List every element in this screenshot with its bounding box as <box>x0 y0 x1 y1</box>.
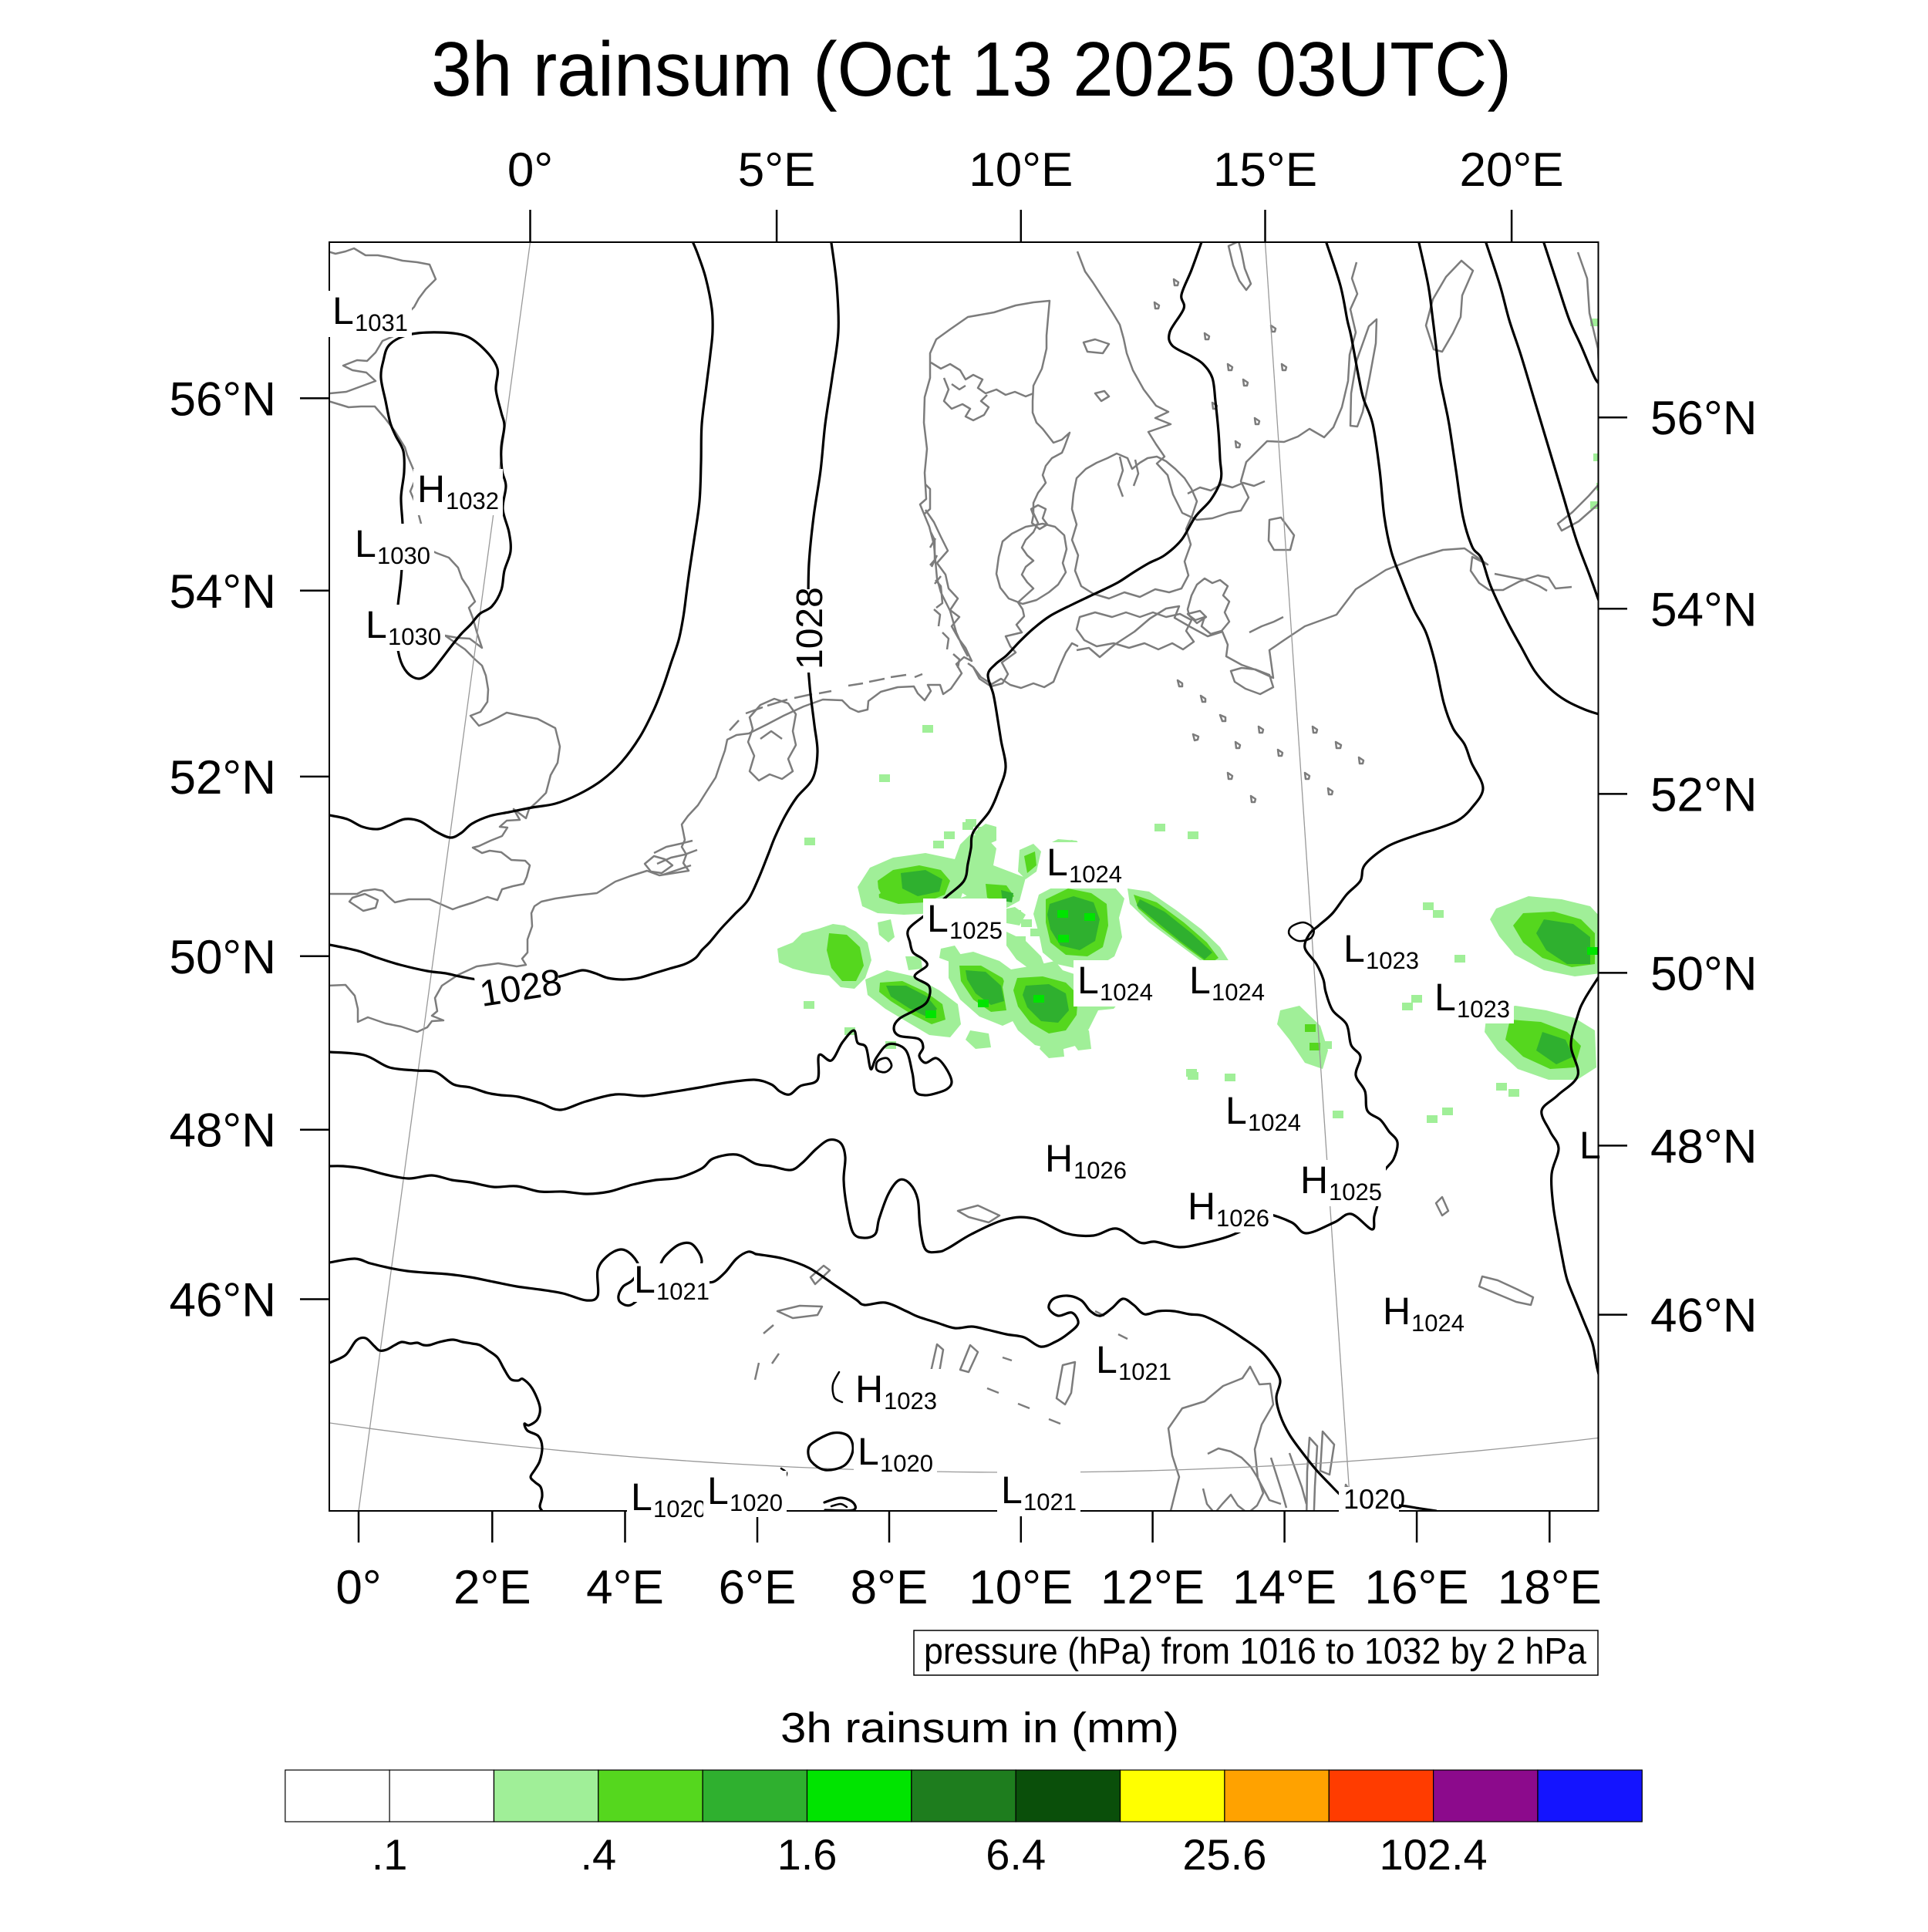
svg-text:8°E: 8°E <box>851 1561 929 1614</box>
svg-text:L: L <box>927 897 949 940</box>
svg-text:L: L <box>1189 959 1211 1002</box>
svg-text:6.4: 6.4 <box>986 1830 1046 1879</box>
svg-text:1025: 1025 <box>1329 1178 1382 1205</box>
svg-text:52°N: 52°N <box>169 751 276 804</box>
svg-text:25.6: 25.6 <box>1182 1830 1266 1879</box>
svg-text:0°: 0° <box>335 1561 381 1614</box>
svg-text:H: H <box>417 467 445 511</box>
svg-text:H: H <box>1045 1137 1073 1180</box>
svg-text:1026: 1026 <box>1216 1205 1269 1232</box>
svg-text:1028: 1028 <box>790 587 831 669</box>
svg-text:4°E: 4°E <box>586 1561 664 1614</box>
svg-text:1030: 1030 <box>388 623 441 650</box>
svg-text:1031: 1031 <box>355 309 408 336</box>
svg-text:46°N: 46°N <box>1650 1290 1758 1343</box>
svg-text:.1: .1 <box>372 1830 408 1879</box>
svg-text:20°E: 20°E <box>1460 143 1564 197</box>
svg-text:1023: 1023 <box>884 1387 937 1414</box>
svg-text:5°E: 5°E <box>738 143 816 197</box>
svg-text:L: L <box>1225 1089 1247 1132</box>
svg-text:1020: 1020 <box>730 1489 783 1516</box>
svg-text:50°N: 50°N <box>169 931 276 984</box>
svg-text:54°N: 54°N <box>1650 583 1758 636</box>
svg-text:10°E: 10°E <box>969 143 1073 197</box>
svg-text:1020: 1020 <box>653 1495 706 1522</box>
svg-text:H: H <box>1188 1185 1215 1228</box>
svg-text:1024: 1024 <box>1411 1310 1465 1337</box>
svg-text:H: H <box>855 1367 883 1411</box>
svg-text:2°E: 2°E <box>453 1561 531 1614</box>
svg-text:16°E: 16°E <box>1365 1561 1469 1614</box>
svg-text:15°E: 15°E <box>1213 143 1317 197</box>
svg-text:L: L <box>1047 841 1068 884</box>
svg-text:pressure (hPa) from 1016 to 10: pressure (hPa) from 1016 to 1032 by 2 hP… <box>924 1631 1586 1672</box>
svg-text:.4: .4 <box>580 1830 616 1879</box>
svg-text:1024: 1024 <box>1100 979 1153 1006</box>
svg-text:L: L <box>707 1469 729 1512</box>
svg-text:L: L <box>631 1475 652 1519</box>
svg-text:102.4: 102.4 <box>1380 1830 1488 1879</box>
svg-text:L: L <box>332 289 354 332</box>
svg-text:56°N: 56°N <box>1650 392 1758 445</box>
svg-text:1030: 1030 <box>377 542 430 569</box>
svg-text:3h rainsum in (mm): 3h rainsum in (mm) <box>780 1704 1179 1752</box>
svg-text:L: L <box>355 522 376 565</box>
svg-text:48°N: 48°N <box>169 1104 276 1158</box>
svg-text:1032: 1032 <box>446 487 499 514</box>
svg-text:1020: 1020 <box>1343 1483 1405 1515</box>
svg-text:L: L <box>1343 927 1365 970</box>
svg-text:46°N: 46°N <box>169 1274 276 1327</box>
svg-text:1023: 1023 <box>1366 947 1419 974</box>
svg-text:1024: 1024 <box>1212 979 1265 1006</box>
svg-text:L: L <box>858 1430 879 1473</box>
svg-text:1023: 1023 <box>1457 996 1510 1023</box>
svg-text:L: L <box>1077 959 1099 1002</box>
svg-text:1021: 1021 <box>1118 1358 1171 1385</box>
svg-text:1026: 1026 <box>1074 1157 1127 1184</box>
svg-text:1025: 1025 <box>949 917 1003 944</box>
svg-text:L: L <box>1001 1468 1023 1512</box>
svg-text:14°E: 14°E <box>1232 1561 1336 1614</box>
svg-text:6°E: 6°E <box>719 1561 797 1614</box>
svg-text:H: H <box>1383 1290 1411 1333</box>
svg-text:L: L <box>1434 976 1456 1019</box>
svg-text:3h rainsum (Oct 13 2025 03UTC): 3h rainsum (Oct 13 2025 03UTC) <box>431 26 1512 113</box>
svg-text:50°N: 50°N <box>1650 947 1758 1000</box>
svg-text:52°N: 52°N <box>1650 768 1758 821</box>
svg-text:1020: 1020 <box>880 1450 933 1477</box>
svg-text:1024: 1024 <box>1248 1109 1301 1136</box>
svg-text:48°N: 48°N <box>1650 1120 1758 1173</box>
svg-text:1024: 1024 <box>1069 861 1122 888</box>
svg-text:10°E: 10°E <box>969 1561 1073 1614</box>
svg-text:0°: 0° <box>507 143 553 197</box>
svg-text:18°E: 18°E <box>1498 1561 1602 1614</box>
svg-text:1021: 1021 <box>1023 1489 1077 1516</box>
svg-text:L: L <box>366 603 387 646</box>
svg-text:1.6: 1.6 <box>777 1830 838 1879</box>
svg-text:H: H <box>1300 1158 1328 1202</box>
svg-text:56°N: 56°N <box>169 373 276 426</box>
svg-text:1021: 1021 <box>656 1278 710 1305</box>
svg-text:L: L <box>1096 1338 1117 1381</box>
svg-text:L: L <box>1579 1124 1601 1167</box>
svg-text:12°E: 12°E <box>1101 1561 1205 1614</box>
svg-text:L: L <box>634 1258 656 1301</box>
svg-text:54°N: 54°N <box>169 565 276 619</box>
